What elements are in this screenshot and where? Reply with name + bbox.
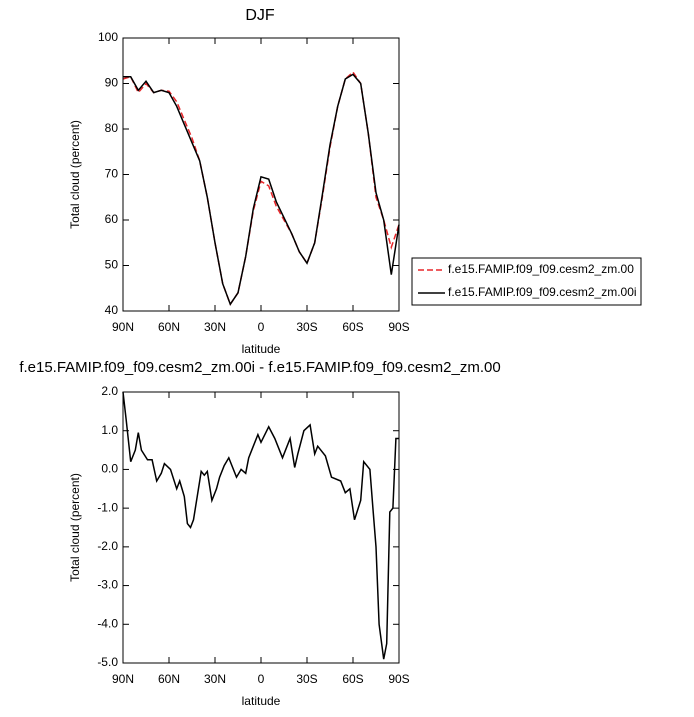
data-line bbox=[122, 391, 399, 660]
x-tick-label: 30N bbox=[204, 672, 226, 686]
y-tick-label: -5.0 bbox=[97, 655, 118, 669]
legend-box bbox=[411, 257, 642, 306]
y-tick-label: 60 bbox=[105, 212, 119, 226]
x-tick-label: 60N bbox=[158, 320, 180, 334]
data-line bbox=[123, 73, 400, 306]
chart-title: DJF bbox=[245, 7, 275, 24]
y-tick-label: 70 bbox=[105, 167, 119, 181]
y-tick-label: 90 bbox=[105, 76, 119, 90]
x-axis-label: latitude bbox=[242, 694, 281, 708]
x-tick-label: 0 bbox=[258, 320, 265, 334]
x-tick-label: 60S bbox=[342, 320, 363, 334]
x-tick-label: 90N bbox=[112, 672, 134, 686]
x-tick-label: 30S bbox=[296, 672, 317, 686]
x-tick-label: 30N bbox=[204, 320, 226, 334]
legend-label: f.e15.FAMIP.f09_f09.cesm2_zm.00 bbox=[448, 262, 634, 276]
x-tick-label: 90S bbox=[388, 672, 409, 686]
x-tick-label: 60S bbox=[342, 672, 363, 686]
chart-title: f.e15.FAMIP.f09_f09.cesm2_zm.00i - f.e15… bbox=[19, 359, 500, 376]
plot-frame bbox=[122, 391, 400, 664]
y-axis-label: Total cloud (percent) bbox=[68, 120, 82, 229]
y-tick-label: 80 bbox=[105, 121, 119, 135]
y-tick-label: -3.0 bbox=[97, 578, 118, 592]
y-tick-label: 0.0 bbox=[101, 462, 118, 476]
y-axis-label: Total cloud (percent) bbox=[68, 473, 82, 582]
x-axis-label: latitude bbox=[242, 342, 281, 356]
y-tick-label: 40 bbox=[105, 303, 119, 317]
x-tick-label: 60N bbox=[158, 672, 180, 686]
data-line bbox=[122, 70, 400, 306]
plot-frame bbox=[122, 37, 400, 312]
y-tick-label: -2.0 bbox=[97, 539, 118, 553]
y-tick-label: 1.0 bbox=[101, 423, 118, 437]
y-tick-label: 2.0 bbox=[101, 384, 118, 398]
y-tick-label: -1.0 bbox=[97, 500, 118, 514]
y-tick-label: 100 bbox=[98, 30, 118, 44]
x-tick-label: 90N bbox=[112, 320, 134, 334]
x-tick-label: 30S bbox=[296, 320, 317, 334]
y-tick-label: -4.0 bbox=[97, 616, 118, 630]
y-tick-label: 50 bbox=[105, 258, 119, 272]
x-tick-label: 90S bbox=[388, 320, 409, 334]
x-tick-label: 0 bbox=[258, 672, 265, 686]
legend-label: f.e15.FAMIP.f09_f09.cesm2_zm.00i bbox=[448, 285, 637, 299]
